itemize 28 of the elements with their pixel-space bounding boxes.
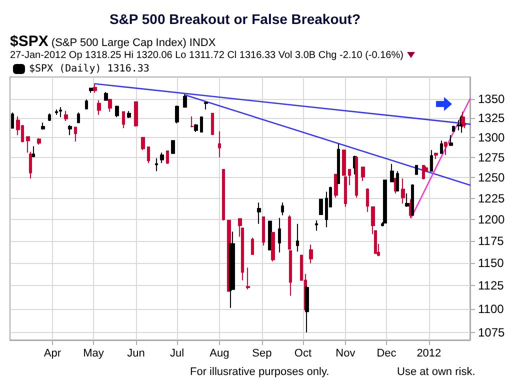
y-tick-label: 1275 — [478, 150, 506, 164]
y-tick-label: 1325 — [478, 110, 506, 125]
text: Use at own risk. — [397, 366, 476, 378]
y-tick-label: 1300 — [478, 130, 506, 144]
x-tick-label: Nov — [336, 348, 356, 360]
chart-subtitle: $SPX (S&P 500 Large Cap Index) INDX — [10, 33, 216, 50]
y-tick-label: 1250 — [478, 170, 506, 185]
chart-title: S&P 500 Breakout or False Breakout? — [108, 11, 362, 27]
y-tick-label: 1075 — [478, 325, 506, 340]
y-tick-label: 1175 — [478, 234, 504, 248]
text: For illusrative purposes only. — [190, 366, 330, 378]
y-tick-label: 1200 — [478, 212, 506, 227]
y-tick-label: 1225 — [478, 191, 506, 206]
x-tick-label: May — [83, 348, 104, 360]
text: 27-Jan-2012 Op 1318.25 Hi 1320.06 Lo 1311.72 Cl 1316.33 Vol 3.0B Chg -2.10 (-0.16%) — [10, 50, 404, 61]
x-tick-label: Jul — [170, 348, 184, 360]
x-tick-label: Oct — [294, 348, 312, 360]
y-tick-label: 1125 — [478, 278, 504, 293]
y-tick-label: 1350 — [478, 92, 506, 106]
y-tick-label: 1100 — [478, 302, 504, 316]
y-tick-label: 1150 — [478, 256, 504, 270]
legend-label: $SPX (Daily) 1316.33 — [29, 64, 150, 74]
x-tick-label: Jun — [127, 348, 145, 360]
x-tick-label: Dec — [376, 348, 397, 360]
x-tick-label: 2012 — [416, 348, 442, 360]
x-tick-label: Sep — [252, 348, 272, 360]
x-tick-label: Aug — [210, 348, 230, 360]
x-tick-label: Apr — [44, 348, 62, 360]
